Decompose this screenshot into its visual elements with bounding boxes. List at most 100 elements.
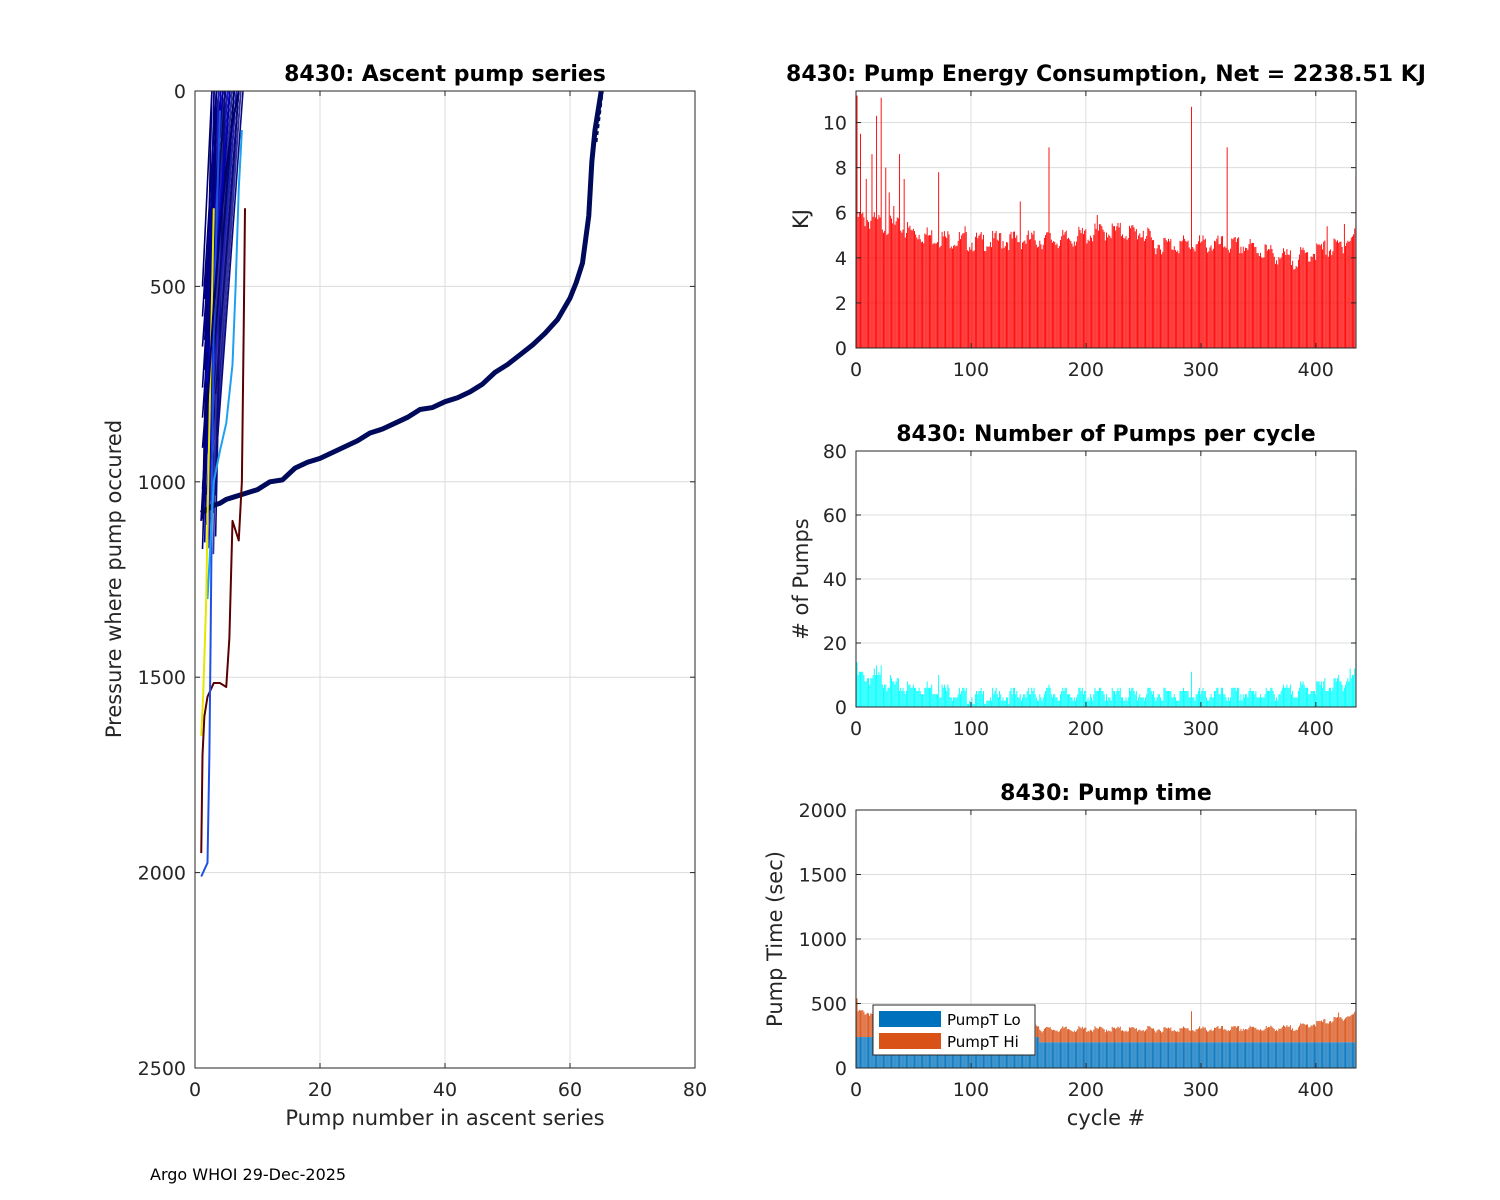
pumptime-bar-lo bbox=[1114, 1042, 1115, 1068]
pumptime-bar-lo bbox=[1109, 1042, 1111, 1068]
ascent-title: 8430: Ascent pump series bbox=[284, 62, 606, 87]
pumptime-bar-hi bbox=[1100, 1026, 1102, 1043]
pumps-bar bbox=[1207, 700, 1209, 707]
energy-bar bbox=[1125, 235, 1127, 348]
pumptime-bar-hi bbox=[1133, 1027, 1135, 1043]
pumptime-bar-lo bbox=[1210, 1042, 1212, 1068]
pumptime-bar-lo bbox=[862, 1037, 864, 1068]
energy-bar bbox=[1327, 256, 1329, 348]
energy-bar bbox=[930, 235, 932, 348]
pumptime-bar-hi bbox=[1149, 1026, 1151, 1043]
energy-bar bbox=[1016, 235, 1018, 348]
energy-bar bbox=[1149, 231, 1151, 348]
pumptime-bar-hi bbox=[1276, 1029, 1278, 1043]
pumps-bar bbox=[1281, 687, 1283, 707]
pumptime-bar-hi bbox=[1151, 1028, 1153, 1043]
pumptime-bar-hi bbox=[1231, 1026, 1233, 1043]
pumptime-bar-hi bbox=[1330, 1020, 1332, 1043]
energy-bar bbox=[1053, 241, 1055, 348]
pumptime-bar-hi bbox=[1247, 1029, 1249, 1043]
energy-bar bbox=[1040, 244, 1042, 348]
energy-bar bbox=[963, 233, 965, 348]
pumps-bar bbox=[891, 678, 892, 707]
pumptime-bar-hi bbox=[1230, 1029, 1232, 1043]
pumptime-bar-hi bbox=[1106, 1029, 1107, 1043]
legend-label-hi: PumpT Hi bbox=[947, 1033, 1019, 1051]
pumps-bar bbox=[1332, 687, 1334, 707]
pumptime-bar-lo bbox=[1232, 1042, 1234, 1068]
pumps-bar bbox=[939, 697, 941, 707]
pumps-bar bbox=[1237, 687, 1238, 707]
pumptime-bar-lo bbox=[1199, 1042, 1201, 1068]
pumps-bar bbox=[1319, 684, 1321, 707]
pumps-bar bbox=[1083, 694, 1084, 707]
pumptime-bar-lo bbox=[1262, 1042, 1264, 1068]
pumptime-bar-lo bbox=[1068, 1042, 1069, 1068]
pumps-bar bbox=[1218, 694, 1220, 707]
pumptime-bar-hi bbox=[1214, 1027, 1215, 1043]
energy-bar bbox=[951, 248, 953, 348]
energy-bar bbox=[915, 234, 917, 348]
energy-bar bbox=[1337, 240, 1338, 348]
energy-bar bbox=[954, 244, 956, 348]
energy-bar bbox=[1012, 231, 1014, 348]
pumptime-bar-lo bbox=[1060, 1042, 1061, 1068]
pumps-bar bbox=[1343, 687, 1345, 707]
energy-bar bbox=[1188, 247, 1190, 348]
pumps-bar bbox=[1078, 687, 1080, 707]
energy-bar bbox=[1147, 227, 1149, 348]
pumps-bar bbox=[969, 700, 971, 707]
pumps-bar bbox=[1246, 694, 1248, 707]
pumps-bar bbox=[995, 687, 997, 707]
pumps-bar bbox=[1088, 700, 1090, 707]
energy-bar bbox=[1024, 240, 1026, 348]
energy-bar bbox=[1272, 253, 1274, 348]
pumptime-legend: PumpT Lo PumpT Hi bbox=[872, 1004, 1036, 1056]
energy-bar bbox=[1222, 236, 1224, 348]
pumptime-bar-hi bbox=[1204, 1027, 1206, 1043]
pumptime-bar-hi bbox=[1048, 1027, 1050, 1043]
pumps-bar bbox=[1214, 691, 1215, 707]
pumptime-bar-hi bbox=[1228, 1031, 1230, 1043]
pumps-bar bbox=[904, 694, 906, 707]
energy-bar bbox=[1118, 227, 1120, 348]
pumptime-bar-hi bbox=[1310, 1025, 1312, 1043]
pumptime-bar-hi bbox=[865, 1014, 867, 1038]
energy-bar bbox=[1292, 260, 1294, 348]
pumptime-bar-hi bbox=[1091, 1030, 1092, 1043]
pumps-bar bbox=[1008, 703, 1010, 707]
pumps-bar bbox=[922, 694, 924, 707]
energy-bar bbox=[1347, 240, 1349, 348]
energy-bar bbox=[1008, 250, 1010, 348]
energy-bar bbox=[1096, 214, 1098, 348]
pumptime-bar-hi bbox=[1039, 1029, 1041, 1043]
energy-bar bbox=[977, 238, 979, 348]
energy-bar bbox=[1211, 250, 1213, 348]
pumptime-bar-lo bbox=[1219, 1042, 1221, 1068]
pumptime-bar-hi bbox=[1112, 1027, 1114, 1043]
pumps-bar bbox=[1096, 691, 1098, 707]
energy-bar bbox=[1028, 239, 1030, 348]
pumptime-bar-lo bbox=[1297, 1042, 1299, 1068]
legend-label-lo: PumpT Lo bbox=[947, 1011, 1021, 1029]
energy-bar bbox=[1348, 241, 1350, 348]
energy-bar bbox=[1064, 232, 1066, 348]
pumps-bar bbox=[908, 684, 910, 707]
energy-bar bbox=[1150, 237, 1152, 348]
pumptime-bar-hi bbox=[1171, 1030, 1173, 1043]
pumptime-bar-hi bbox=[1284, 1026, 1286, 1043]
energy-bar bbox=[900, 230, 902, 348]
pumps-bar bbox=[1211, 697, 1213, 707]
pumptime-bar-hi bbox=[1163, 1027, 1165, 1043]
pumps-bar bbox=[1304, 687, 1306, 707]
pumps-bar bbox=[1201, 691, 1203, 707]
pumptime-bar-lo bbox=[1285, 1042, 1287, 1068]
pumptime-bar-hi bbox=[1319, 1021, 1321, 1043]
energy-bar bbox=[1060, 240, 1061, 348]
pumptime-bar-lo bbox=[1154, 1042, 1156, 1068]
pumptime-bar-lo bbox=[866, 1037, 868, 1068]
pumptime-bar-lo bbox=[1308, 1042, 1310, 1068]
energy-bar bbox=[1031, 232, 1033, 348]
